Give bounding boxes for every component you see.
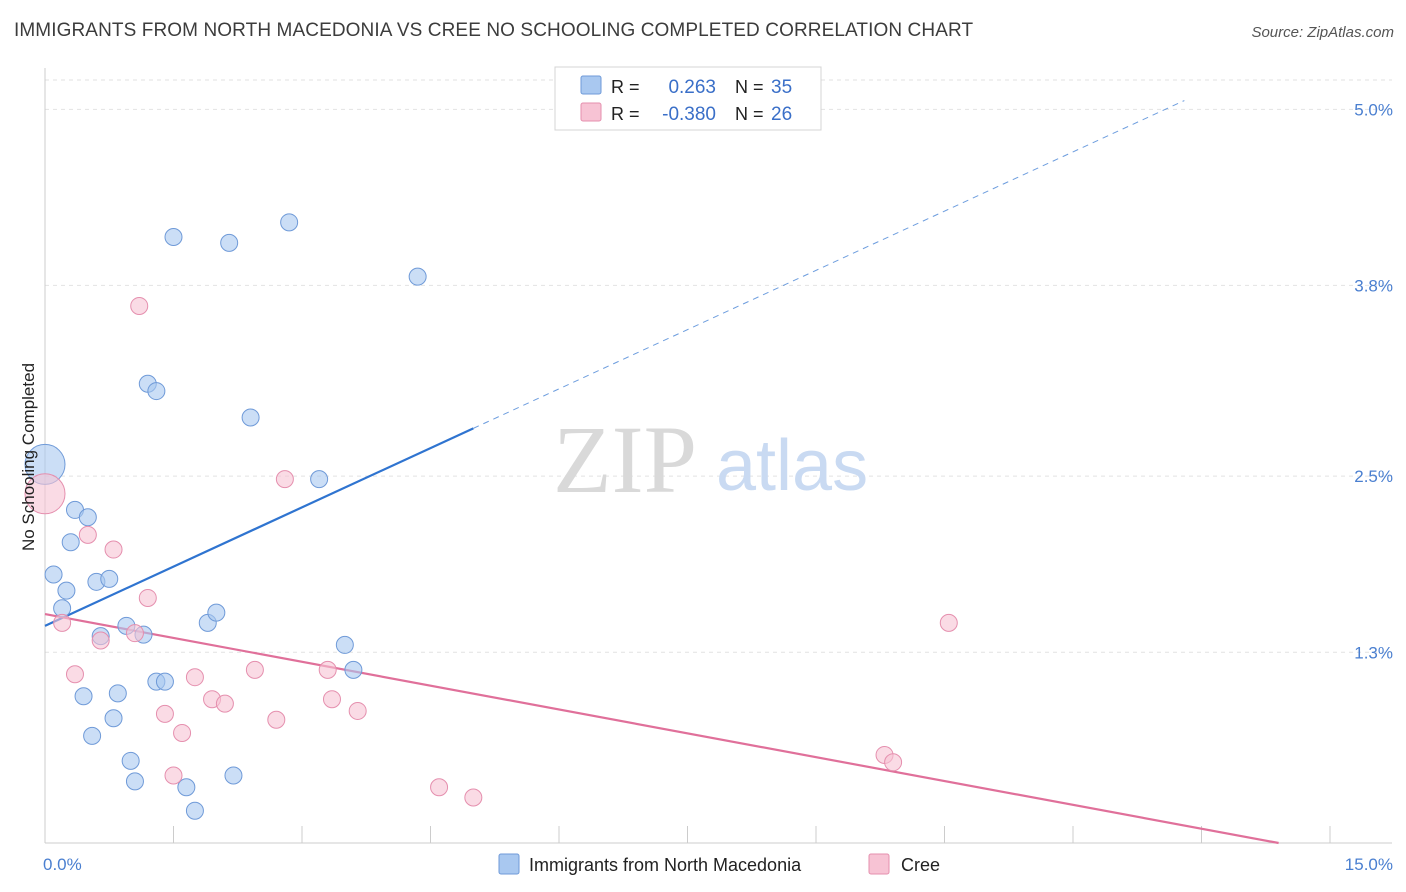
point-cree-21: [430, 778, 449, 797]
point-cree-3: [78, 525, 97, 544]
point-north-macedonia-16: [125, 772, 144, 791]
point-north-macedonia-26: [207, 603, 226, 622]
point-north-macedonia-15: [121, 751, 140, 770]
legend-label-north-macedonia: Immigrants from North Macedonia: [529, 855, 802, 875]
trend-line-north-macedonia: [44, 427, 474, 627]
point-north-macedonia-29: [241, 408, 260, 427]
point-cree-12: [185, 668, 204, 687]
gridlines: [45, 79, 1392, 653]
point-north-macedonia-7: [78, 508, 97, 527]
stats-r-value-1: 0.263: [668, 77, 716, 98]
point-cree-22: [464, 788, 483, 807]
y-tick-labels: 1.3% 2.5% 3.8% 5.0%: [1354, 100, 1393, 662]
y-axis-label: No Schooling Completed: [19, 363, 38, 551]
point-north-macedonia-13: [108, 684, 127, 703]
point-north-macedonia-22: [164, 228, 183, 247]
point-cree-4: [91, 631, 110, 650]
stats-n-label-1: N =: [735, 77, 764, 97]
stats-r-value-2: -0.380: [662, 104, 716, 125]
point-north-macedonia-34: [408, 267, 427, 286]
point-cree-17: [275, 470, 294, 489]
stats-n-value-2: 26: [771, 104, 792, 125]
point-north-macedonia-24: [185, 801, 204, 820]
legend-label-cree: Cree: [901, 855, 940, 875]
trend-line-cree: [44, 613, 1279, 845]
point-cree-15: [245, 660, 264, 679]
point-north-macedonia-11: [100, 569, 119, 588]
chart-title: IMMIGRANTS FROM NORTH MACEDONIA VS CREE …: [14, 20, 974, 41]
point-north-macedonia-19: [147, 382, 166, 401]
stats-n-label-2: N =: [735, 104, 764, 124]
x-tick-labels: 0.0% 15.0%: [43, 855, 1393, 874]
point-north-macedonia-27: [220, 233, 239, 252]
point-cree-18: [318, 660, 337, 679]
stats-legend: R = 0.263 N = 35 R = -0.380 N = 26: [554, 66, 822, 131]
point-cree-11: [173, 723, 192, 742]
point-cree-10: [164, 766, 183, 785]
trend-lines: [44, 100, 1279, 845]
legend-swatch-north-macedonia: [498, 853, 520, 875]
point-cree-2: [65, 665, 84, 684]
point-north-macedonia-30: [280, 213, 299, 232]
x-tick-label-max: 15.0%: [1345, 855, 1393, 874]
data-points: [24, 213, 958, 820]
point-north-macedonia-28: [224, 766, 243, 785]
point-cree-19: [322, 690, 341, 709]
point-cree-7: [130, 296, 149, 315]
trend-line-north-macedonia-extrapolated: [473, 100, 1185, 429]
watermark-atlas: atlas: [716, 426, 868, 506]
x-tick-label-min: 0.0%: [43, 855, 82, 874]
point-cree-25: [939, 613, 958, 632]
point-cree-20: [348, 701, 367, 720]
point-north-macedonia-32: [335, 635, 354, 654]
point-north-macedonia-1: [44, 565, 63, 584]
point-north-macedonia-6: [74, 687, 93, 706]
point-cree-9: [155, 704, 174, 723]
point-north-macedonia-8: [83, 726, 102, 745]
stats-n-value-1: 35: [771, 77, 792, 98]
point-north-macedonia-21: [155, 672, 174, 691]
y-tick-label-1: 2.5%: [1354, 467, 1393, 486]
stats-r-label-1: R =: [611, 77, 640, 97]
point-north-macedonia-31: [310, 470, 329, 489]
point-cree-8: [138, 588, 157, 607]
point-cree-14: [215, 694, 234, 713]
point-north-macedonia-12: [104, 709, 123, 728]
stats-r-label-2: R =: [611, 104, 640, 124]
stats-swatch-blue: [580, 75, 602, 95]
point-north-macedonia-3: [57, 581, 76, 600]
point-north-macedonia-33: [344, 660, 363, 679]
point-north-macedonia-23: [177, 778, 196, 797]
point-cree-16: [267, 710, 286, 729]
y-tick-label-2: 3.8%: [1354, 276, 1393, 295]
source-label: Source: ZipAtlas.com: [1251, 24, 1394, 41]
point-cree-1: [53, 613, 72, 632]
point-cree-6: [125, 624, 144, 643]
legend-swatch-cree: [868, 853, 890, 875]
watermark-zip: ZIP: [553, 406, 697, 513]
y-tick-label-0: 1.3%: [1354, 643, 1393, 662]
y-tick-label-3: 5.0%: [1354, 100, 1393, 119]
point-north-macedonia-4: [61, 533, 80, 552]
series-legend: Immigrants from North Macedonia Cree: [498, 853, 940, 875]
point-cree-24: [884, 753, 903, 772]
point-cree-5: [104, 540, 123, 559]
watermark: ZIP atlas: [553, 406, 868, 513]
stats-swatch-pink: [580, 102, 602, 122]
point-cree-0: [24, 473, 66, 515]
